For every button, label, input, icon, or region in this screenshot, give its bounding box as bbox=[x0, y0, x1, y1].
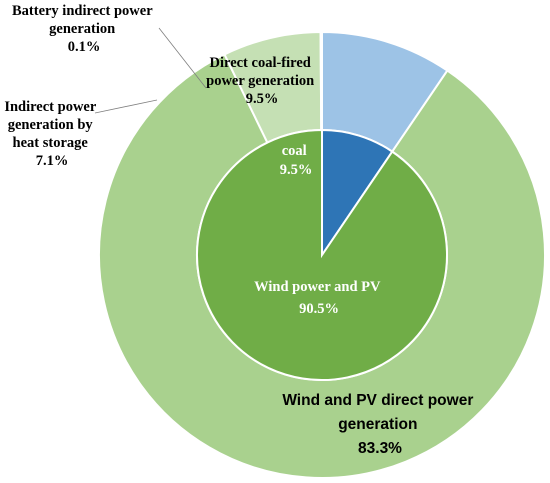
heat-storage-label: Indirect power generation by heat storag… bbox=[4, 99, 99, 169]
heat-leader-line bbox=[94, 99, 158, 114]
inner-ring bbox=[196, 128, 448, 381]
inner-slice-wind-power-and-pv bbox=[196, 128, 448, 381]
wind-pv-label: Wind power and PV 90.5% bbox=[254, 279, 384, 317]
direct-coal-label: Direct coal-fired power generation 9.5% bbox=[206, 55, 318, 107]
outer-slice-battery-indirect-power-generation bbox=[319, 30, 323, 132]
battery-leader-line bbox=[158, 27, 207, 89]
inner-slice-coal bbox=[321, 128, 394, 259]
wind-direct-label: Wind and PV direct power generation 83.3… bbox=[282, 392, 477, 457]
coal-label: coal 9.5% bbox=[280, 143, 313, 178]
battery-label: Battery indirect power generation 0.1% bbox=[12, 3, 156, 55]
